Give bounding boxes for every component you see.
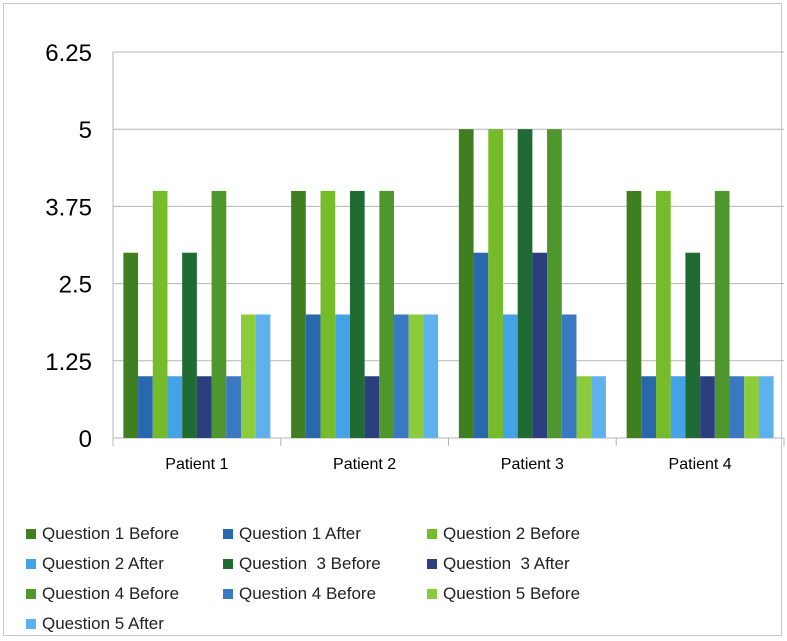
legend-swatch — [223, 559, 233, 569]
bars — [123, 129, 774, 438]
bar — [473, 252, 489, 438]
legend-swatch — [223, 589, 233, 599]
legend-label: Question 3 After — [443, 554, 570, 573]
legend-label: Question 1 Before — [42, 524, 180, 543]
bar — [335, 314, 350, 438]
legend-item: Question 2 After — [26, 552, 164, 576]
bar — [656, 190, 671, 438]
x-tick-label: Patient 3 — [501, 456, 564, 473]
legend-swatch — [26, 559, 36, 569]
bar — [532, 252, 548, 438]
bar — [152, 190, 168, 438]
bar — [182, 252, 197, 438]
bar — [138, 376, 153, 438]
bar — [349, 190, 365, 438]
bar — [502, 314, 518, 438]
bar — [670, 376, 686, 438]
bar — [423, 314, 439, 438]
legend-swatch — [427, 559, 437, 569]
legend-item: Question 5 After — [26, 612, 164, 636]
x-axis: Patient 1 Patient 2 Patient 3 Patient 4 — [112, 52, 785, 473]
bar — [211, 190, 227, 438]
bar — [714, 190, 730, 438]
bar — [576, 376, 592, 438]
bar — [320, 190, 336, 438]
bar — [758, 376, 774, 438]
legend-label: Question 4 Before — [42, 584, 180, 603]
bar — [729, 376, 745, 438]
bar — [517, 129, 533, 438]
legend-item: Question 1 Before — [26, 522, 179, 546]
bar — [167, 376, 183, 438]
legend-label: Question 2 Before — [443, 524, 581, 543]
legend-item: Question 3 Before — [223, 552, 381, 576]
legend-label: Question 3 Before — [239, 554, 381, 573]
bar — [626, 190, 642, 438]
legend-swatch — [26, 589, 36, 599]
bar — [641, 376, 657, 438]
legend-label: Question 5 After — [42, 614, 164, 633]
x-tick-label: Patient 2 — [333, 456, 396, 473]
bar — [196, 376, 212, 438]
legend-item: Question 4 Before — [223, 582, 376, 606]
bar — [408, 314, 424, 438]
bar — [685, 252, 701, 438]
legend-label: Question 4 Before — [239, 584, 377, 603]
y-tick-label: 0 — [79, 426, 92, 453]
bar — [561, 314, 577, 438]
bar — [255, 314, 271, 438]
bar — [291, 190, 306, 438]
bar — [488, 129, 503, 438]
bar — [123, 252, 139, 438]
bar — [744, 376, 759, 438]
bar — [364, 376, 380, 438]
legend-swatch — [427, 589, 437, 599]
legend-item: Question 2 Before — [427, 522, 580, 546]
bar — [305, 314, 321, 438]
bar — [394, 314, 409, 438]
y-tick-label: 3.75 — [45, 194, 92, 221]
legend-item: Question 4 Before — [26, 582, 179, 606]
bar — [240, 314, 256, 438]
y-tick-label: 1.25 — [45, 349, 92, 376]
legend-swatch — [26, 529, 36, 539]
bar — [379, 190, 395, 438]
legend-swatch — [26, 619, 36, 629]
bar — [547, 129, 562, 438]
legend-item: Question 3 After — [427, 552, 570, 576]
bar — [591, 376, 606, 438]
y-tick-label: 6.25 — [45, 40, 92, 67]
bar — [700, 376, 715, 438]
legend-item: Question 5 Before — [427, 582, 580, 606]
y-tick-label: 5 — [79, 117, 92, 144]
legend-label: Question 2 After — [42, 554, 164, 573]
legend-label: Question 1 After — [239, 524, 361, 543]
legend-item: Question 1 After — [223, 522, 361, 546]
bar — [458, 129, 474, 438]
y-tick-label: 2.5 — [59, 272, 92, 299]
bar — [226, 376, 241, 438]
x-tick-label: Patient 4 — [669, 456, 732, 473]
y-axis-ticks: 0 1.25 2.5 3.75 5 6.25 — [45, 40, 92, 453]
x-tick-label: Patient 1 — [165, 456, 228, 473]
legend-swatch — [223, 529, 233, 539]
legend-swatch — [427, 529, 437, 539]
legend-label: Question 5 Before — [443, 584, 581, 603]
